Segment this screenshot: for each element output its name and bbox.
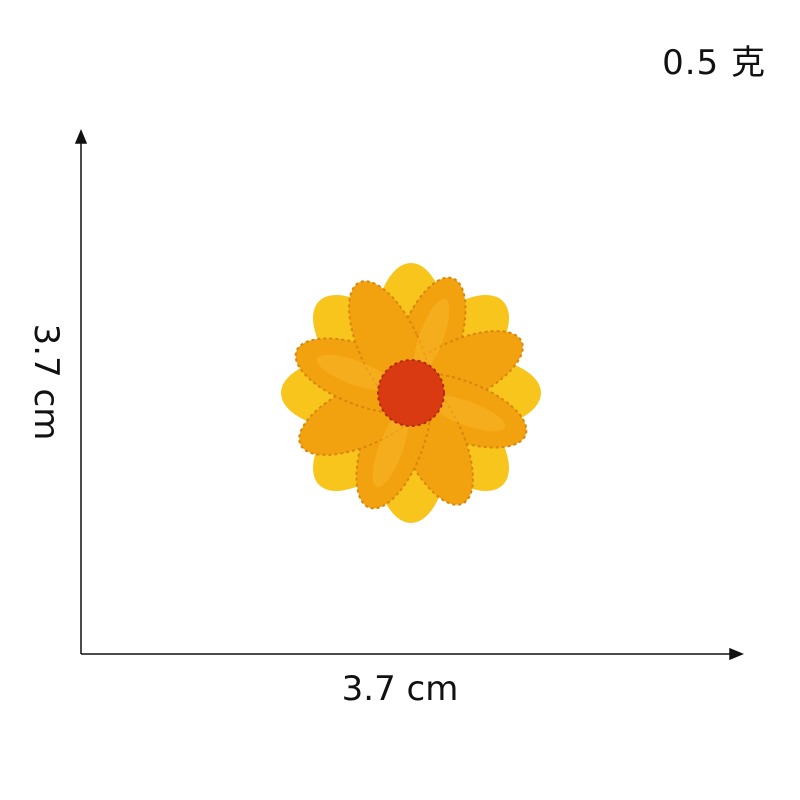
x-axis-arrow-icon (729, 647, 744, 661)
petal-highlights (316, 298, 506, 488)
axes (74, 129, 744, 661)
height-dimension-label: 3.7 cm (26, 323, 66, 441)
y-axis-arrow-icon (74, 129, 88, 144)
flower-patch-icon (281, 263, 541, 523)
weight-label: 0.5 克 (662, 43, 766, 83)
width-dimension-label: 3.7 cm (0, 672, 800, 706)
flower-center (377, 359, 445, 427)
width-value: 3.7 cm (341, 669, 459, 709)
